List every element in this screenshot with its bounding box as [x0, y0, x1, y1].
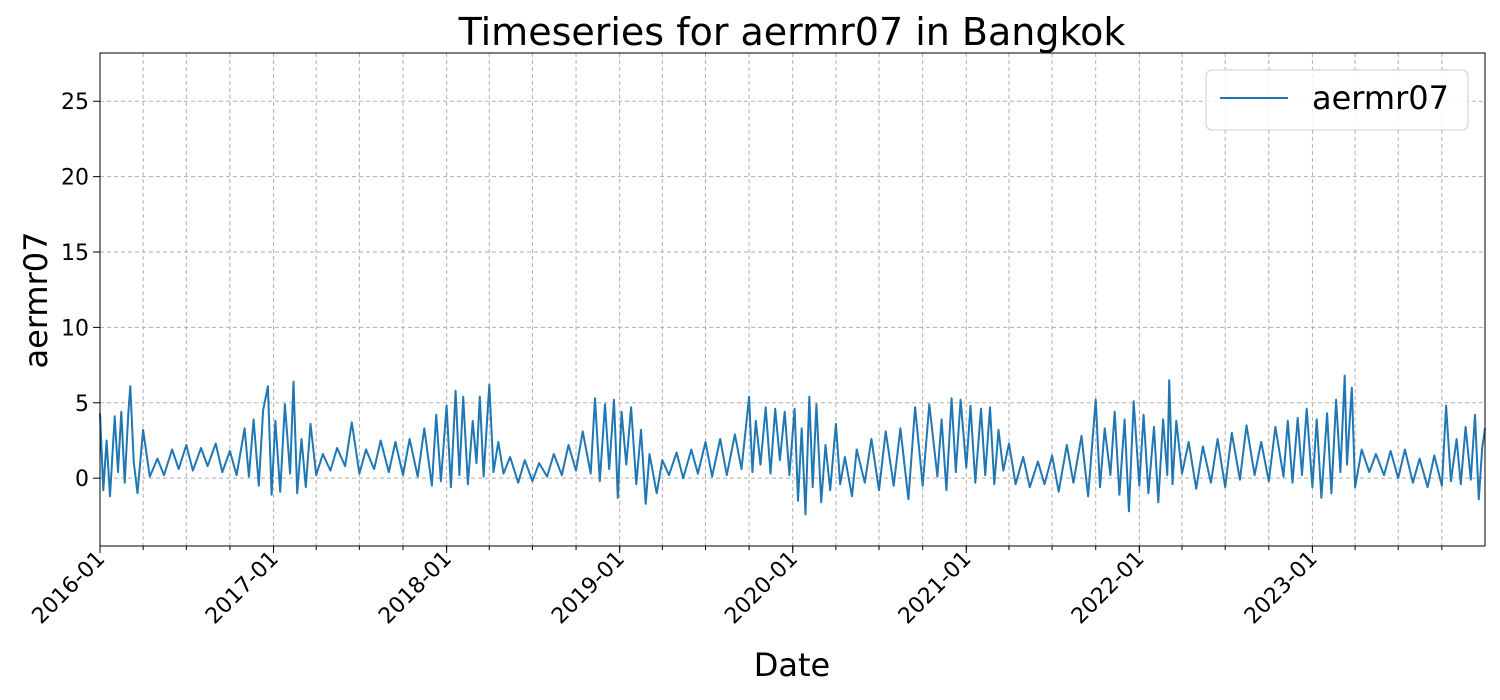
x-axis: 2016-01 2017-01 2018-01 2019-01 2020-01 2021-…	[28, 546, 1323, 629]
legend-box	[1205, 69, 1469, 131]
y-axis-label: aermr07	[17, 232, 55, 369]
x-axis-label: Date	[754, 646, 830, 684]
y-gridlines	[100, 100, 1485, 479]
y-tick-label: 15	[61, 241, 89, 266]
legend-label: aermr07	[1312, 79, 1449, 117]
y-axis: 0 5 10 15 20 25	[61, 90, 100, 492]
x-tick-label: 2018-01	[374, 547, 457, 630]
y-tick-label: 20	[61, 166, 89, 191]
legend: aermr07	[1205, 69, 1469, 131]
series-line-aermr07	[99, 374, 1486, 516]
x-minor-ticks	[99, 546, 1443, 550]
x-tick-label: 2016-01	[28, 547, 111, 630]
x-tick-label: 2023-01	[1240, 547, 1323, 630]
y-tick-label: 0	[75, 467, 89, 492]
y-tick-label: 10	[61, 316, 89, 341]
x-tick-label: 2022-01	[1067, 547, 1150, 630]
y-tick-label: 25	[61, 90, 89, 115]
x-tick-label: 2017-01	[201, 547, 284, 630]
chart-title: Timeseries for aermr07 in Bangkok	[458, 10, 1126, 54]
x-tick-label: 2020-01	[720, 547, 803, 630]
y-tick-label: 5	[75, 392, 89, 417]
x-gridlines	[99, 53, 1443, 546]
x-tick-label: 2019-01	[547, 547, 630, 630]
x-tick-label: 2021-01	[894, 547, 977, 630]
